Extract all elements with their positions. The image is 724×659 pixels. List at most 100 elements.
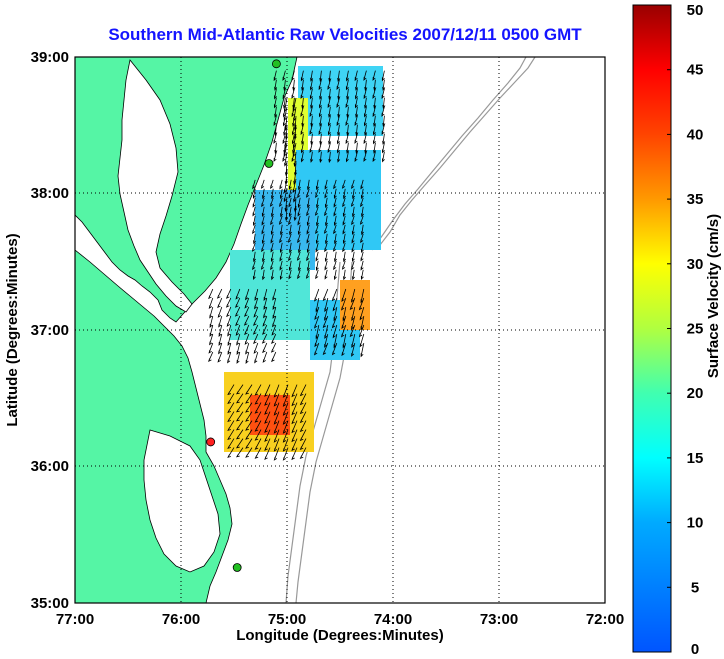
velocity-arrow — [316, 215, 319, 227]
velocity-arrow — [288, 260, 292, 272]
velocity-arrow — [264, 402, 271, 415]
velocity-arrow — [299, 384, 307, 397]
velocity-arrow — [252, 224, 256, 235]
x-tick-label: 76:00 — [162, 611, 200, 628]
station-marker — [264, 159, 274, 168]
velocity-arrow — [306, 224, 310, 235]
velocity-arrow — [346, 142, 350, 154]
velocity-arrow — [324, 260, 328, 271]
velocity-arrow — [309, 142, 313, 153]
velocity-arrow — [235, 429, 244, 440]
velocity-arrow — [264, 393, 271, 406]
velocity-arrow — [354, 115, 358, 126]
velocity-arrow — [337, 124, 341, 136]
velocity-arrow — [354, 97, 358, 109]
velocity-arrow — [314, 206, 319, 216]
velocity-arrow — [315, 260, 319, 271]
velocity-arrow — [218, 342, 223, 355]
velocity-arrow — [291, 133, 295, 145]
velocity-arrow — [341, 342, 347, 357]
velocity-arrow — [254, 402, 262, 414]
velocity-arrow — [341, 179, 346, 189]
velocity-arrow — [306, 215, 310, 226]
velocity-arrow — [245, 447, 253, 458]
velocity-arrow — [262, 269, 266, 281]
velocity-arrow — [288, 206, 292, 218]
velocity-cell — [340, 280, 370, 330]
velocity-arrow — [342, 197, 346, 208]
velocity-arrow — [245, 420, 253, 431]
velocity-arrow — [337, 142, 340, 154]
velocity-arrow — [363, 88, 367, 100]
velocity-arrow — [272, 288, 277, 301]
velocity-arrow — [253, 342, 259, 354]
velocity-arrow — [227, 402, 235, 414]
velocity-arrow — [274, 124, 278, 136]
velocity-arrow — [381, 70, 385, 82]
velocity-arrow — [271, 269, 274, 281]
velocity-arrow — [288, 188, 292, 199]
velocity-arrow — [287, 233, 292, 243]
velocity-arrow — [252, 260, 256, 271]
velocity-arrow — [351, 233, 355, 244]
velocity-arrow — [346, 70, 349, 82]
velocity-arrow — [364, 124, 368, 136]
colorbar-tick-label: 40 — [687, 126, 704, 143]
colorbar-tick-label: 45 — [687, 62, 704, 79]
velocity-arrow — [345, 151, 349, 163]
velocity-arrow — [372, 106, 376, 118]
colorbar-tick-label: 15 — [687, 450, 704, 467]
velocity-arrow — [282, 438, 289, 452]
velocity-arrow — [273, 384, 280, 398]
velocity-arrow — [296, 251, 301, 261]
y-tick-label: 36:00 — [31, 458, 69, 475]
velocity-arrow — [291, 384, 298, 398]
velocity-arrow — [355, 79, 359, 91]
velocity-arrow — [323, 224, 328, 234]
velocity-arrow — [319, 97, 322, 109]
velocity-arrow — [307, 197, 310, 209]
velocity-arrow — [324, 306, 329, 321]
velocity-arrow — [328, 133, 332, 145]
velocity-arrow — [372, 88, 376, 99]
velocity-arrow — [283, 124, 287, 136]
velocity-arrow — [251, 242, 256, 252]
velocity-arrow — [360, 233, 364, 244]
velocity-arrow — [332, 324, 338, 339]
velocity-arrow — [313, 342, 320, 356]
velocity-arrow — [334, 251, 338, 263]
velocity-arrow — [245, 429, 253, 440]
velocity-arrow — [208, 297, 214, 309]
velocity-arrow — [235, 288, 241, 300]
velocity-arrow — [273, 133, 277, 144]
velocity-arrow — [283, 79, 287, 91]
velocity-arrow — [333, 224, 337, 235]
velocity-arrow — [336, 115, 340, 127]
velocity-arrow — [298, 179, 301, 191]
velocity-arrow — [349, 297, 356, 311]
velocity-arrow — [300, 106, 304, 117]
velocity-arrow — [274, 88, 277, 100]
velocity-arrow — [351, 260, 355, 271]
velocity-arrow — [245, 411, 253, 422]
velocity-arrow — [252, 269, 256, 281]
velocity-arrow — [227, 342, 232, 355]
velocity-arrow — [208, 351, 214, 362]
velocity-arrow — [309, 106, 313, 117]
velocity-arrow — [299, 411, 307, 424]
velocity-arrow — [254, 420, 262, 432]
velocity-arrow — [333, 260, 337, 271]
velocity-arrow — [282, 133, 286, 145]
x-tick-label: 73:00 — [480, 611, 518, 628]
velocity-arrow — [382, 133, 386, 145]
velocity-arrow — [319, 70, 323, 82]
velocity-arrow — [218, 324, 223, 337]
colorbar-tick-label: 25 — [687, 321, 704, 338]
velocity-cell — [230, 250, 310, 340]
velocity-arrow — [351, 342, 356, 357]
velocity-arrow — [227, 393, 235, 405]
velocity-arrow — [315, 242, 319, 253]
velocity-arrow — [364, 97, 368, 109]
velocity-arrow — [272, 306, 277, 319]
velocity-arrow — [254, 438, 262, 450]
